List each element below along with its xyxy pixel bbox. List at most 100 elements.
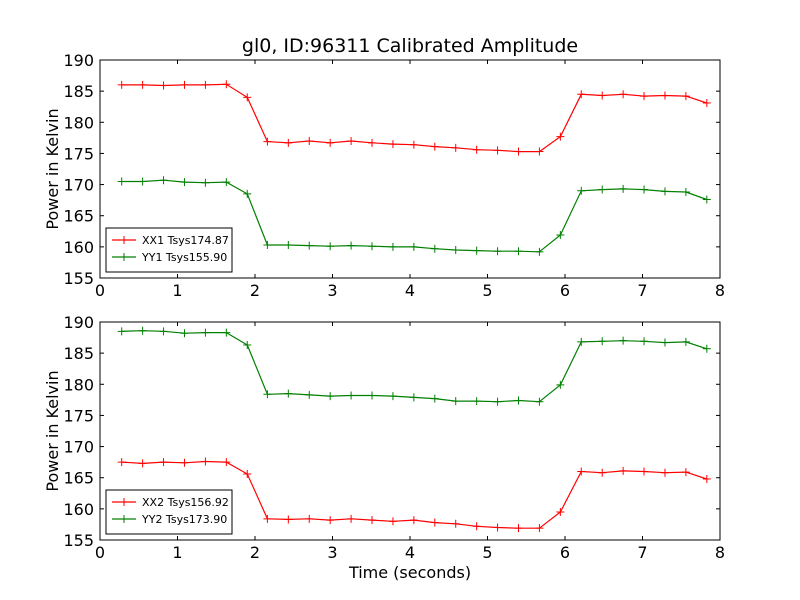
data-point-marker xyxy=(159,176,168,185)
data-point-marker xyxy=(640,185,649,194)
y-tick-label: 185 xyxy=(63,344,94,363)
x-tick-label: 3 xyxy=(327,543,337,562)
y-tick-label: 155 xyxy=(63,531,94,550)
data-point-marker xyxy=(138,177,147,186)
data-point-marker xyxy=(263,390,272,399)
data-point-marker xyxy=(702,195,711,204)
legend-box xyxy=(105,227,233,273)
data-point-marker xyxy=(514,247,523,256)
data-point-marker xyxy=(159,81,168,90)
data-point-marker xyxy=(556,132,565,141)
data-point-marker xyxy=(326,242,335,251)
data-point-marker xyxy=(305,390,314,399)
data-point-marker xyxy=(180,329,189,338)
bottom-panel: 0 1 2 3 4 5 6 7 8 155 160 165 170 175 180 185 190 Power i… xyxy=(43,313,725,562)
x-tick-label: 7 xyxy=(637,281,647,300)
data-point-marker xyxy=(368,138,377,147)
chart-title: gl0, ID:96311 Calibrated Amplitude xyxy=(242,35,578,57)
data-point-marker xyxy=(409,393,418,402)
y-tick-label: 170 xyxy=(63,438,94,457)
data-point-marker xyxy=(556,507,565,516)
x-tick-label: 3 xyxy=(327,281,337,300)
data-point-marker xyxy=(326,138,335,147)
data-point-marker xyxy=(263,137,272,146)
data-point-marker xyxy=(535,247,544,256)
data-point-marker xyxy=(180,80,189,89)
data-point-marker xyxy=(201,457,210,466)
data-point-marker xyxy=(430,394,439,403)
data-point-marker xyxy=(347,241,356,250)
data-point-marker xyxy=(493,247,502,256)
data-point-marker xyxy=(702,98,711,107)
data-point-marker xyxy=(409,140,418,149)
data-point-marker xyxy=(598,185,607,194)
legend-swatch-marker xyxy=(120,236,128,244)
data-point-marker xyxy=(180,458,189,467)
data-point-marker xyxy=(243,469,252,478)
data-point-marker xyxy=(409,242,418,251)
data-point-marker xyxy=(619,336,628,345)
data-point-marker xyxy=(493,523,502,532)
data-point-marker xyxy=(117,458,126,467)
data-point-marker xyxy=(493,146,502,155)
data-point-marker xyxy=(640,467,649,476)
data-point-marker xyxy=(598,337,607,346)
x-tick-label: 4 xyxy=(405,281,415,300)
y-tick-label: 185 xyxy=(63,82,94,101)
data-point-marker xyxy=(263,240,272,249)
y-tick-label: 180 xyxy=(63,375,94,394)
data-point-marker xyxy=(243,93,252,102)
data-point-marker xyxy=(535,147,544,156)
x-tick-label: 7 xyxy=(637,543,647,562)
data-point-marker xyxy=(681,337,690,346)
y-tick-label: 190 xyxy=(63,313,94,332)
y-tick-label: 175 xyxy=(63,406,94,425)
y-tick-label: 170 xyxy=(63,176,94,195)
data-point-marker xyxy=(702,344,711,353)
y-tick-label: 165 xyxy=(63,469,94,488)
data-point-marker xyxy=(222,178,231,187)
data-point-marker xyxy=(681,92,690,101)
data-point-marker xyxy=(388,517,397,526)
data-point-marker xyxy=(660,468,669,477)
legend-swatch-marker xyxy=(120,515,128,523)
x-tick-label: 1 xyxy=(172,281,182,300)
y-tick-label: 165 xyxy=(63,207,94,226)
data-point-marker xyxy=(117,177,126,186)
data-point-marker xyxy=(660,91,669,100)
data-point-marker xyxy=(430,244,439,253)
y-axis-label: Power in Kelvin xyxy=(43,108,62,229)
y-tick-label: 155 xyxy=(63,269,94,288)
data-point-marker xyxy=(305,241,314,250)
y-axis-label: Power in Kelvin xyxy=(43,370,62,491)
data-point-marker xyxy=(451,143,460,152)
legend-entry-label: YY2 Tsys173.90 xyxy=(141,513,227,526)
data-point-marker xyxy=(451,245,460,254)
data-point-marker xyxy=(472,145,481,154)
data-point-marker xyxy=(556,380,565,389)
data-point-marker xyxy=(577,337,586,346)
y-tick-label: 160 xyxy=(63,500,94,519)
x-tick-label: 2 xyxy=(250,281,260,300)
data-point-marker xyxy=(409,516,418,525)
legend-swatch-marker xyxy=(120,498,128,506)
x-tick-label: 6 xyxy=(560,543,570,562)
data-point-marker xyxy=(284,240,293,249)
data-point-marker xyxy=(284,138,293,147)
data-point-marker xyxy=(388,242,397,251)
data-point-marker xyxy=(702,474,711,483)
y-tick-label: 175 xyxy=(63,144,94,163)
data-point-marker xyxy=(284,389,293,398)
data-point-marker xyxy=(640,337,649,346)
legend-box xyxy=(105,489,233,535)
data-point-marker xyxy=(201,328,210,337)
x-tick-label: 8 xyxy=(715,543,725,562)
x-tick-label: 1 xyxy=(172,543,182,562)
data-point-marker xyxy=(201,178,210,187)
data-point-marker xyxy=(117,80,126,89)
data-point-marker xyxy=(556,231,565,240)
legend-entry-label: YY1 Tsys155.90 xyxy=(141,251,227,264)
data-point-marker xyxy=(472,246,481,255)
data-point-marker xyxy=(117,327,126,336)
